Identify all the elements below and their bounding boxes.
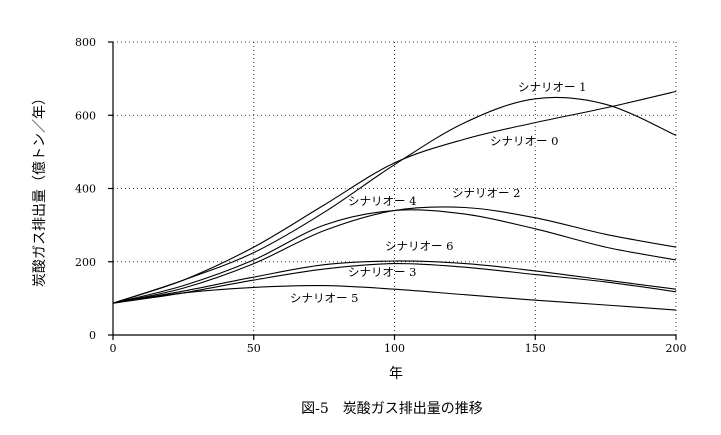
y-tick-label: 200 bbox=[75, 256, 96, 269]
y-tick-label: 800 bbox=[75, 36, 96, 49]
series-line-5 bbox=[112, 263, 677, 304]
series-line-4 bbox=[112, 260, 677, 304]
x-tick-label: 50 bbox=[247, 342, 261, 355]
series-label-0: シナリオー 0 bbox=[490, 134, 558, 148]
series-line-1 bbox=[112, 96, 677, 304]
grid bbox=[113, 41, 677, 335]
x-tick-label: 200 bbox=[666, 342, 687, 355]
series-line-0 bbox=[112, 90, 677, 304]
series-label-4: シナリオー 6 bbox=[385, 239, 453, 253]
series-label-1: シナリオー 1 bbox=[518, 80, 586, 94]
x-axis-title: 年 bbox=[389, 366, 403, 382]
y-axis-title: 炭酸ガス排出量（億トン／年） bbox=[32, 91, 48, 287]
series-label-2: シナリオー 2 bbox=[452, 186, 520, 200]
y-tick-label: 400 bbox=[75, 183, 96, 196]
series-line-6 bbox=[112, 284, 677, 311]
x-tick-label: 150 bbox=[525, 342, 546, 355]
axes: 0 50 100 150 200 0 200 400 600 800 bbox=[75, 36, 687, 355]
series-label-5: シナリオー 3 bbox=[348, 265, 416, 279]
y-tick-label: 0 bbox=[89, 329, 96, 342]
series-label-6: シナリオー 5 bbox=[290, 291, 358, 305]
figure-caption: 図-5 炭酸ガス排出量の推移 bbox=[301, 401, 483, 417]
series-labels: シナリオー 0 シナリオー 1 シナリオー 2 シナリオー 4 シナリオー 6 シナリオー… bbox=[290, 80, 586, 305]
x-tick-label: 100 bbox=[384, 342, 405, 355]
series-line-3 bbox=[112, 209, 677, 304]
series-lines bbox=[112, 90, 677, 311]
series-label-3: シナリオー 4 bbox=[348, 194, 416, 208]
x-tick-label: 0 bbox=[110, 342, 117, 355]
y-tick-label: 600 bbox=[75, 109, 96, 122]
